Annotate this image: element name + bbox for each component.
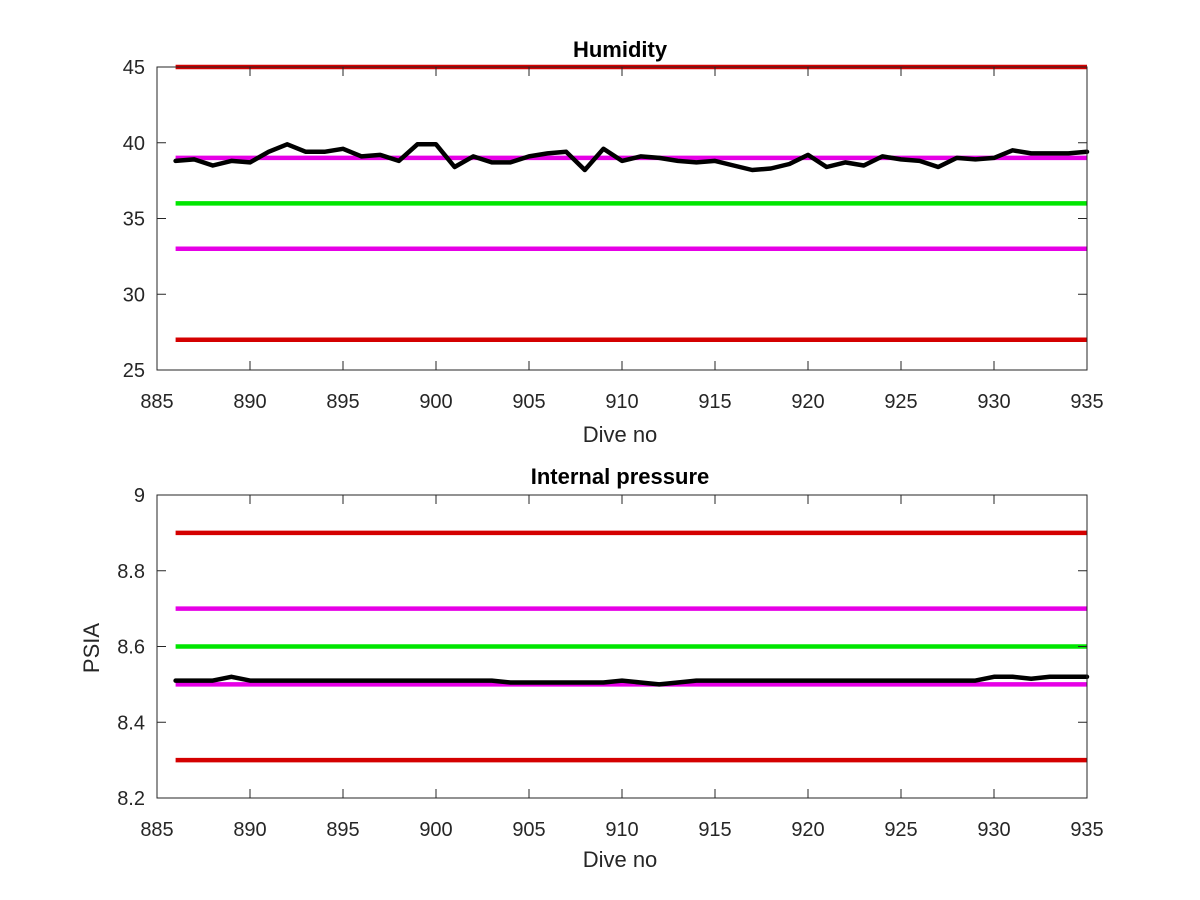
x-tick-label: 905 (512, 391, 545, 413)
y-tick-label: 8.6 (117, 637, 145, 659)
x-tick-label: 920 (791, 391, 824, 413)
x-axis-label: Dive no (583, 847, 658, 872)
y-tick-label: 40 (123, 133, 145, 155)
internal-pressure-panel: Internal pressure Dive no PSIA 885 890 895… (79, 464, 1104, 872)
x-tick-label: 935 (1070, 819, 1103, 841)
x-tick-label: 900 (419, 819, 452, 841)
x-tick-label: 925 (884, 819, 917, 841)
y-axis-label: PSIA (79, 623, 104, 673)
y-tick-label: 25 (123, 360, 145, 382)
humidity-panel: Humidity Dive no 885 890 895 900 905 910 915 92… (123, 37, 1104, 447)
x-tick-label: 895 (326, 819, 359, 841)
y-tick-label: 8.4 (117, 712, 145, 734)
x-tick-label: 925 (884, 391, 917, 413)
x-tick-label: 920 (791, 819, 824, 841)
y-tick-label: 8.8 (117, 561, 145, 583)
y-tick-label: 9 (134, 485, 145, 507)
y-tick-label: 30 (123, 284, 145, 306)
chart-title: Internal pressure (531, 464, 710, 489)
x-tick-label: 900 (419, 391, 452, 413)
y-tick-label: 8.2 (117, 788, 145, 810)
x-tick-label: 930 (977, 819, 1010, 841)
x-tick-label: 895 (326, 391, 359, 413)
x-tick-label: 935 (1070, 391, 1103, 413)
y-tick-label: 45 (123, 57, 145, 79)
data-series-line (173, 142, 1090, 173)
x-tick-label: 885 (140, 819, 173, 841)
x-axis-label: Dive no (583, 422, 658, 447)
y-tick-label: 35 (123, 209, 145, 231)
data-series-line (173, 674, 1090, 687)
x-tick-label: 905 (512, 819, 545, 841)
x-tick-label: 910 (605, 391, 638, 413)
chart-title: Humidity (573, 37, 668, 62)
x-tick-label: 885 (140, 391, 173, 413)
x-tick-label: 915 (698, 819, 731, 841)
x-tick-label: 910 (605, 819, 638, 841)
x-tick-label: 915 (698, 391, 731, 413)
axes-box (156, 66, 1088, 371)
x-tick-label: 890 (233, 391, 266, 413)
x-tick-label: 890 (233, 819, 266, 841)
x-tick-label: 930 (977, 391, 1010, 413)
